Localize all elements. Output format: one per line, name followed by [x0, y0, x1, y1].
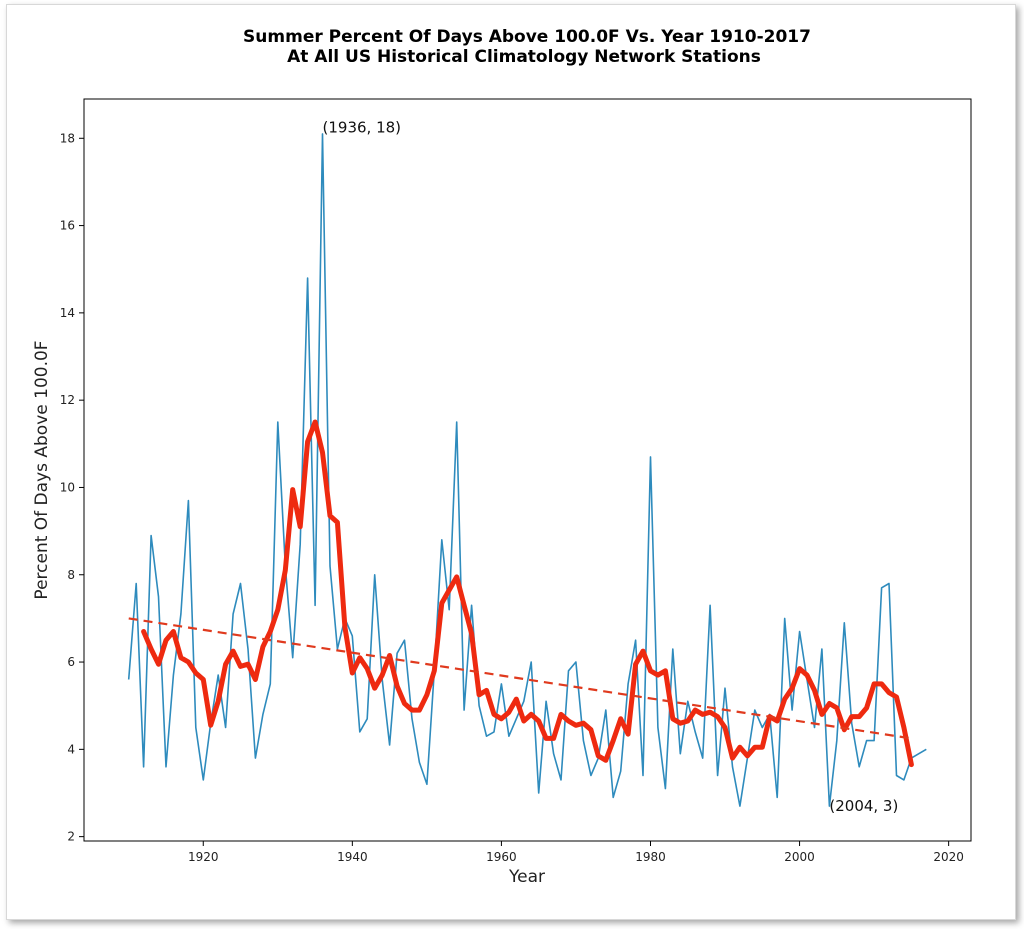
y-tick-label: 12: [60, 393, 75, 407]
y-tick-label: 18: [60, 131, 75, 145]
x-tick-label: 2020: [933, 850, 964, 864]
series-smoothed-line: [141, 419, 914, 768]
series-annual-line: [127, 133, 927, 807]
y-axis-label: Percent Of Days Above 100.0F: [32, 340, 52, 599]
x-axis-ticks: 1920 1940 1960 1980 2000 2020: [188, 841, 964, 864]
chart-title-line-2: At All US Historical Climatology Network…: [287, 47, 761, 67]
y-tick-label: 16: [60, 219, 75, 233]
annotation-low: (2004, 3): [829, 797, 898, 815]
chart-title-line-1: Summer Percent Of Days Above 100.0F Vs. …: [243, 27, 811, 47]
x-axis-label: Year: [508, 867, 545, 887]
y-tick-label: 4: [67, 742, 75, 756]
trend-line: [128, 617, 912, 740]
y-tick-label: 6: [67, 655, 75, 669]
y-axis-ticks: 2 4 6 8 10 12 14 16 18: [60, 131, 84, 844]
y-tick-label: 14: [60, 306, 75, 320]
y-tick-label: 2: [67, 830, 75, 844]
x-tick-label: 1920: [188, 850, 219, 864]
y-tick-label: 8: [67, 568, 75, 582]
x-tick-label: 2000: [784, 850, 815, 864]
x-tick-label: 1980: [635, 850, 666, 864]
annotation-peak: (1936, 18): [323, 118, 402, 136]
x-tick-label: 1940: [337, 850, 368, 864]
x-tick-label: 1960: [486, 850, 517, 864]
y-tick-label: 10: [60, 480, 75, 494]
